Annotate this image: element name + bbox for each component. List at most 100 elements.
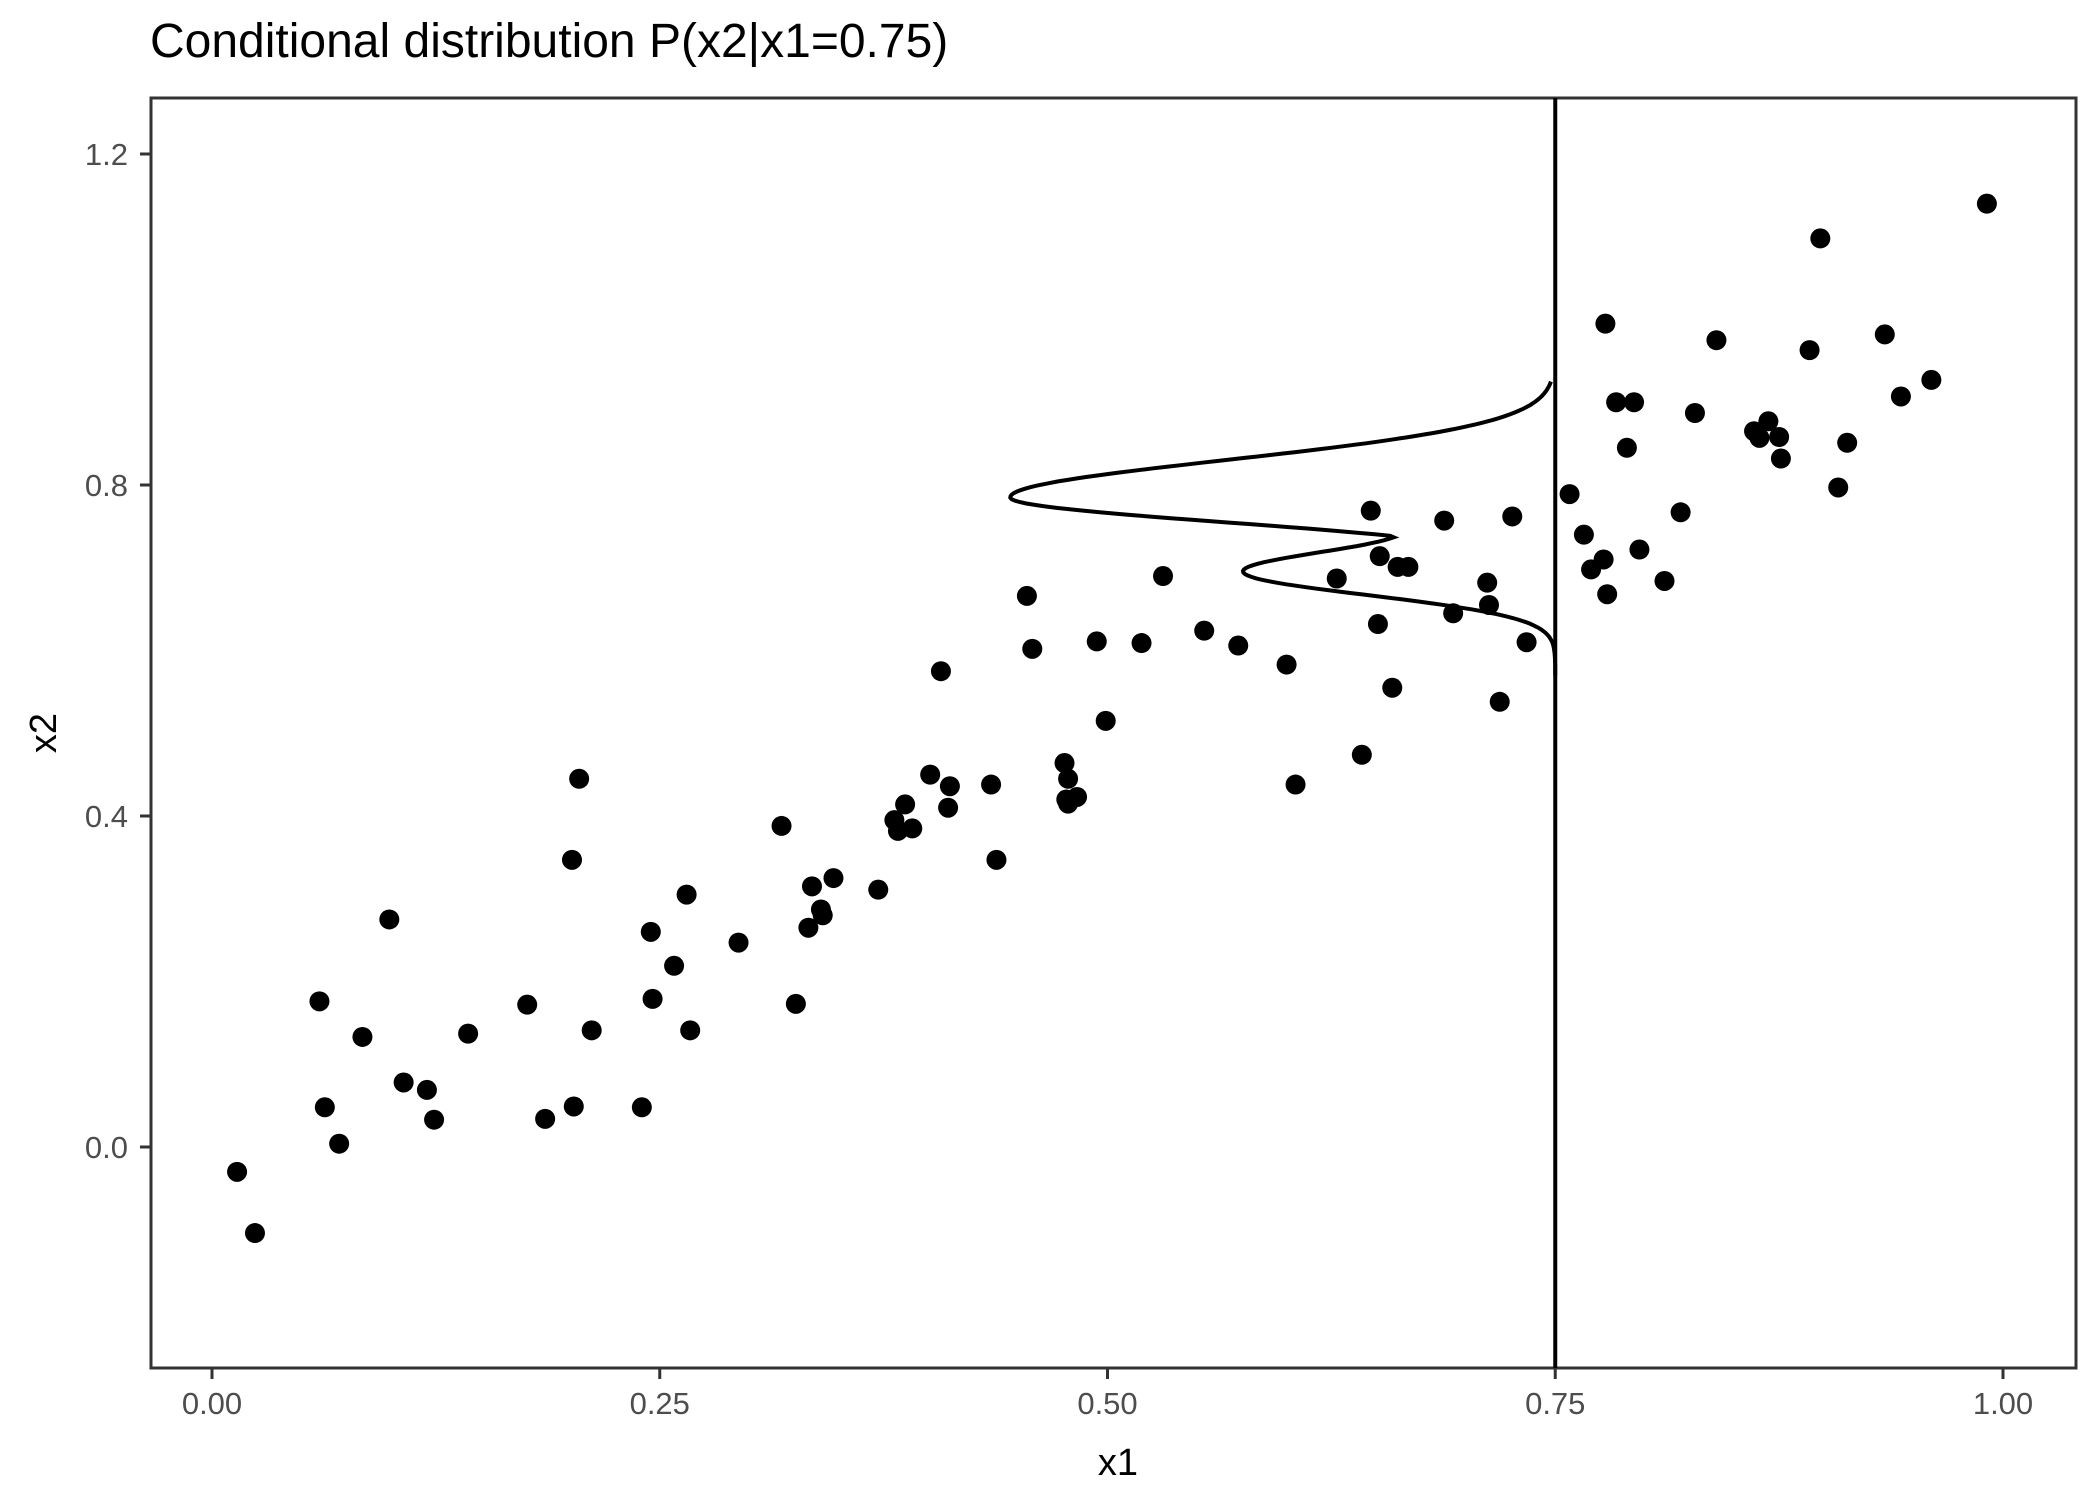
data-point [1624, 392, 1645, 413]
data-point [728, 932, 749, 953]
data-point [801, 876, 822, 897]
x-tick-label: 0.25 [630, 1386, 690, 1421]
data-point [823, 868, 844, 889]
data-point [938, 797, 959, 818]
data-point [1654, 570, 1675, 591]
y-tick-label: 0.8 [85, 468, 128, 503]
data-point [1799, 340, 1820, 361]
data-point [352, 1026, 373, 1047]
data-point [1874, 324, 1895, 345]
data-point [640, 921, 661, 942]
data-point [1285, 774, 1306, 795]
data-point [920, 764, 941, 785]
data-point [1369, 546, 1390, 567]
data-point [1573, 524, 1594, 545]
data-point [1351, 744, 1372, 765]
data-point [244, 1223, 265, 1244]
data-point [785, 993, 806, 1014]
data-point [642, 988, 663, 1009]
data-point [1559, 484, 1580, 505]
data-point [569, 768, 590, 789]
data-point [939, 776, 960, 797]
data-point [1837, 432, 1858, 453]
data-point [535, 1108, 556, 1129]
y-tick-label: 0.4 [85, 799, 128, 834]
data-point [1382, 677, 1403, 698]
data-points [227, 193, 1997, 1244]
chart-title: Conditional distribution P(x2|x1=0.75) [150, 15, 949, 68]
data-point [902, 818, 923, 839]
x-axis-title: x1 [1098, 1442, 1138, 1484]
x-tick-label: 0.50 [1077, 1386, 1137, 1421]
data-point [1890, 386, 1911, 407]
x-tick-label: 1.00 [1973, 1386, 2033, 1421]
data-point [1684, 403, 1705, 424]
data-point [1067, 786, 1088, 807]
data-point [1022, 638, 1043, 659]
data-point [561, 849, 582, 870]
x-tick-label: 0.75 [1525, 1386, 1585, 1421]
y-tick-label: 1.2 [85, 137, 128, 172]
data-point [1769, 427, 1790, 448]
data-point [309, 991, 330, 1012]
data-point [1828, 477, 1849, 498]
data-point [1489, 691, 1510, 712]
conditional-density-curve [1008, 380, 1558, 676]
data-point [424, 1109, 445, 1130]
data-point [1516, 632, 1537, 653]
data-point [329, 1133, 350, 1154]
data-point [1477, 572, 1498, 593]
data-point [1670, 502, 1691, 523]
data-point [1276, 654, 1297, 675]
data-point [1058, 768, 1079, 789]
data-point [1758, 411, 1779, 432]
data-point [416, 1079, 437, 1100]
data-point [1502, 506, 1523, 527]
y-axis: 0.0 0.4 0.8 1.2 [85, 137, 151, 1165]
x-tick-label: 0.00 [182, 1386, 242, 1421]
data-point [771, 815, 792, 836]
data-point [1706, 330, 1727, 351]
data-point [227, 1161, 248, 1182]
data-point [1016, 585, 1037, 606]
data-point [1593, 549, 1614, 570]
data-point [1810, 228, 1831, 249]
plot-panel [149, 96, 2078, 1370]
data-point [1921, 369, 1942, 390]
data-point [458, 1023, 479, 1044]
data-point [379, 909, 400, 930]
data-point [1434, 510, 1455, 531]
data-point [1443, 603, 1464, 624]
data-point [631, 1097, 652, 1118]
data-point [1749, 427, 1770, 448]
x-axis: 0.00 0.25 0.50 0.75 1.00 [182, 1368, 2033, 1421]
data-point [1228, 635, 1249, 656]
data-point [986, 849, 1007, 870]
data-point [1770, 448, 1791, 469]
data-point [798, 917, 819, 938]
y-tick-label: 0.0 [85, 1130, 128, 1165]
data-point [895, 794, 916, 815]
data-point [393, 1072, 414, 1093]
data-point [1616, 437, 1637, 458]
data-point [1153, 566, 1174, 587]
data-point [1398, 556, 1419, 577]
data-point [1595, 313, 1616, 334]
data-point [664, 955, 685, 976]
data-point [314, 1097, 335, 1118]
data-point [517, 994, 538, 1015]
data-point [676, 884, 697, 905]
data-point [812, 905, 833, 926]
y-axis-title: x2 [23, 713, 65, 753]
data-point [930, 661, 951, 682]
data-point [1597, 584, 1618, 605]
data-point [1095, 710, 1116, 731]
data-point [981, 774, 1002, 795]
data-point [1054, 753, 1075, 774]
data-point [1478, 594, 1499, 615]
data-point [563, 1096, 584, 1117]
data-point [1367, 614, 1388, 635]
data-point [1086, 631, 1107, 652]
data-point [1131, 633, 1152, 654]
